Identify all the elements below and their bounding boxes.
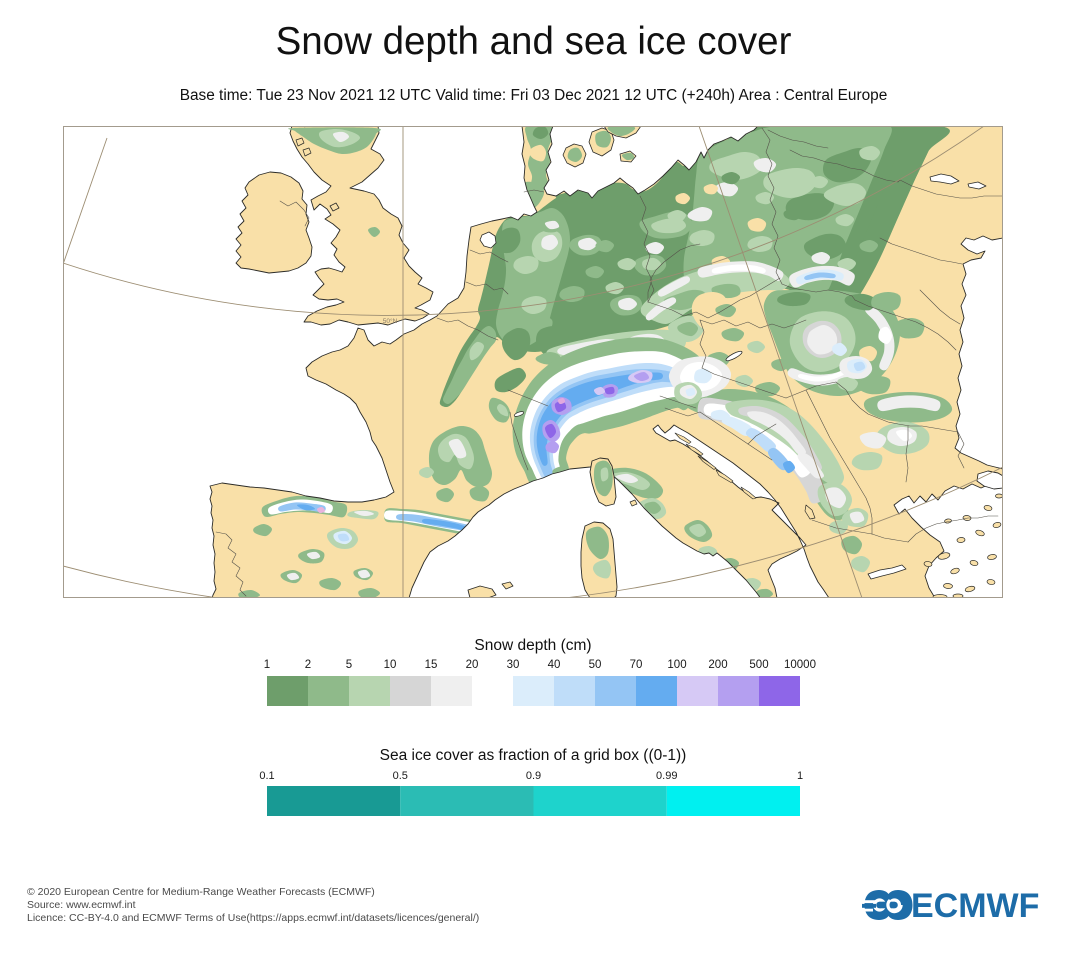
svg-text:0.9: 0.9 [526, 770, 541, 782]
svg-text:40: 40 [548, 659, 561, 671]
svg-text:30: 30 [507, 659, 520, 671]
svg-text:ECMWF: ECMWF [911, 887, 1039, 925]
svg-text:10000: 10000 [784, 659, 816, 671]
svg-text:Licence: CC-BY-4.0 and ECMWF T: Licence: CC-BY-4.0 and ECMWF Terms of Us… [27, 912, 479, 924]
svg-text:200: 200 [708, 659, 727, 671]
svg-text:0.99: 0.99 [656, 770, 677, 782]
svg-text:Snow depth (cm): Snow depth (cm) [474, 637, 591, 654]
svg-text:2: 2 [305, 659, 311, 671]
svg-text:1: 1 [797, 770, 803, 782]
svg-text:1: 1 [264, 659, 270, 671]
svg-text:100: 100 [667, 659, 686, 671]
svg-text:15: 15 [425, 659, 438, 671]
svg-text:10: 10 [384, 659, 397, 671]
svg-text:50: 50 [589, 659, 602, 671]
svg-text:Source: www.ecmwf.int: Source: www.ecmwf.int [27, 899, 136, 911]
svg-text:0.5: 0.5 [393, 770, 408, 782]
svg-text:500: 500 [749, 659, 768, 671]
svg-text:5: 5 [346, 659, 352, 671]
svg-text:70: 70 [630, 659, 643, 671]
svg-text:20: 20 [466, 659, 479, 671]
svg-text:50°N: 50°N [383, 317, 398, 325]
svg-text:Sea ice cover as fraction of a: Sea ice cover as fraction of a grid box … [380, 747, 687, 764]
svg-text:© 2020 European Centre for Med: © 2020 European Centre for Medium-Range … [27, 886, 375, 898]
svg-text:0.1: 0.1 [259, 770, 274, 782]
